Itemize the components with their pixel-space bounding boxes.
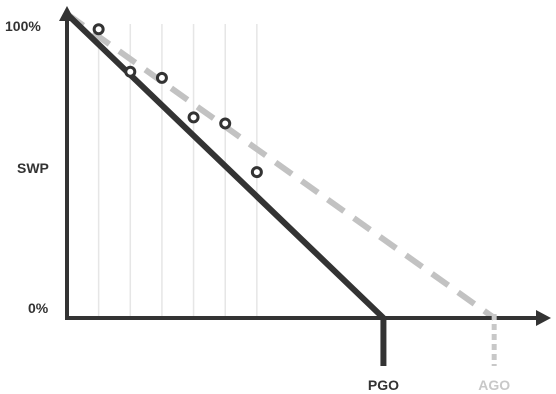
y-axis-label: SWP [17, 160, 49, 176]
dashed-line [65, 11, 496, 321]
y-axis-arrow [59, 6, 75, 21]
pgo-label: PGO [368, 377, 399, 393]
solid-series-layer [64, 11, 387, 321]
dashed-series-layer [65, 11, 496, 321]
data-point-5 [219, 117, 232, 130]
data-point-3 [155, 71, 168, 84]
x-axis-arrow [536, 310, 551, 326]
data-point-4 [187, 111, 200, 124]
axes [59, 6, 551, 326]
y-tick-label-bottom: 0% [28, 300, 49, 316]
data-point-6 [250, 166, 263, 179]
scatter-points [92, 23, 263, 179]
x-markers: PGO AGO [368, 314, 510, 393]
ago-label: AGO [478, 377, 510, 393]
data-point-1 [92, 23, 105, 36]
y-tick-label-top: 100% [5, 18, 41, 34]
data-point-2 [124, 65, 137, 78]
solid-line [64, 11, 387, 321]
